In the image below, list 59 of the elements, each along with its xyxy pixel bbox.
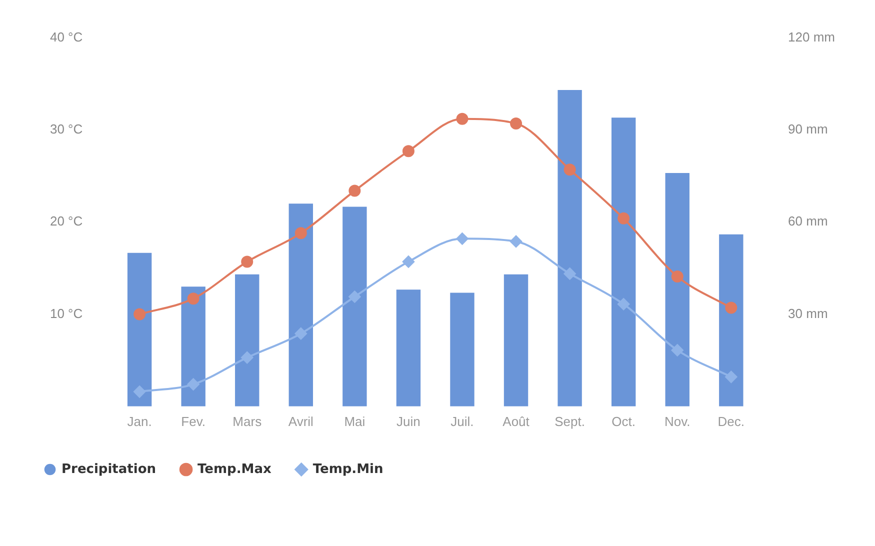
bar (342, 206, 367, 406)
point (618, 298, 630, 310)
point (671, 270, 684, 282)
point (456, 232, 468, 245)
point (348, 184, 361, 197)
x-tick-label: Août (502, 414, 530, 429)
x-tick-label: Sept. (554, 414, 585, 429)
y2-tick-label: 90 mm (788, 122, 828, 137)
bar (235, 274, 260, 406)
point (348, 290, 361, 303)
legend-label: Temp.Max (198, 462, 272, 477)
bar (127, 252, 152, 406)
y2-tick-label: 120 mm (788, 29, 836, 44)
bar (504, 274, 528, 406)
point (402, 145, 414, 158)
legend-label: Temp.Min (312, 462, 384, 477)
x-tick-label: Mai (344, 414, 366, 429)
point (510, 235, 522, 248)
bar (665, 172, 690, 406)
point (564, 268, 576, 280)
point (241, 256, 254, 268)
x-tick-label: Avril (288, 414, 314, 429)
point (725, 302, 738, 314)
bar (611, 118, 636, 406)
point (510, 118, 522, 130)
x-tick-label: Juil. (450, 414, 474, 429)
x-tick-label: Mars (232, 414, 262, 429)
bar (288, 204, 313, 406)
point (134, 386, 146, 398)
x-tick-label: Oct. (612, 414, 636, 429)
x-tick-label: Jan. (127, 414, 152, 429)
point (187, 378, 200, 390)
x-tick-label: Nov. (664, 414, 690, 429)
y-tick-label: 20 °C (50, 214, 83, 229)
y-tick-label: 30 °C (50, 122, 83, 137)
bar (396, 290, 421, 406)
y2-tick-label: 30 mm (788, 306, 828, 321)
bar (719, 234, 744, 406)
bar (558, 90, 582, 406)
point (402, 256, 414, 268)
legend-label: Precipitation (62, 462, 156, 477)
y-tick-label: 10 °C (50, 306, 83, 321)
point (725, 370, 738, 383)
y2-tick-label: 60 mm (788, 214, 828, 229)
x-tick-label: Fev. (181, 414, 206, 429)
bar (181, 286, 206, 406)
y-tick-label: 40 °C (50, 29, 83, 44)
point (134, 308, 146, 320)
x-tick-label: Dec. (718, 414, 745, 429)
point (564, 164, 576, 176)
point (241, 352, 254, 364)
point (294, 328, 307, 340)
point (618, 212, 630, 224)
x-tick-label: Juin (396, 414, 420, 429)
point (187, 292, 200, 305)
point (671, 344, 684, 356)
bar (450, 292, 474, 406)
point (294, 227, 307, 240)
point (456, 112, 468, 125)
